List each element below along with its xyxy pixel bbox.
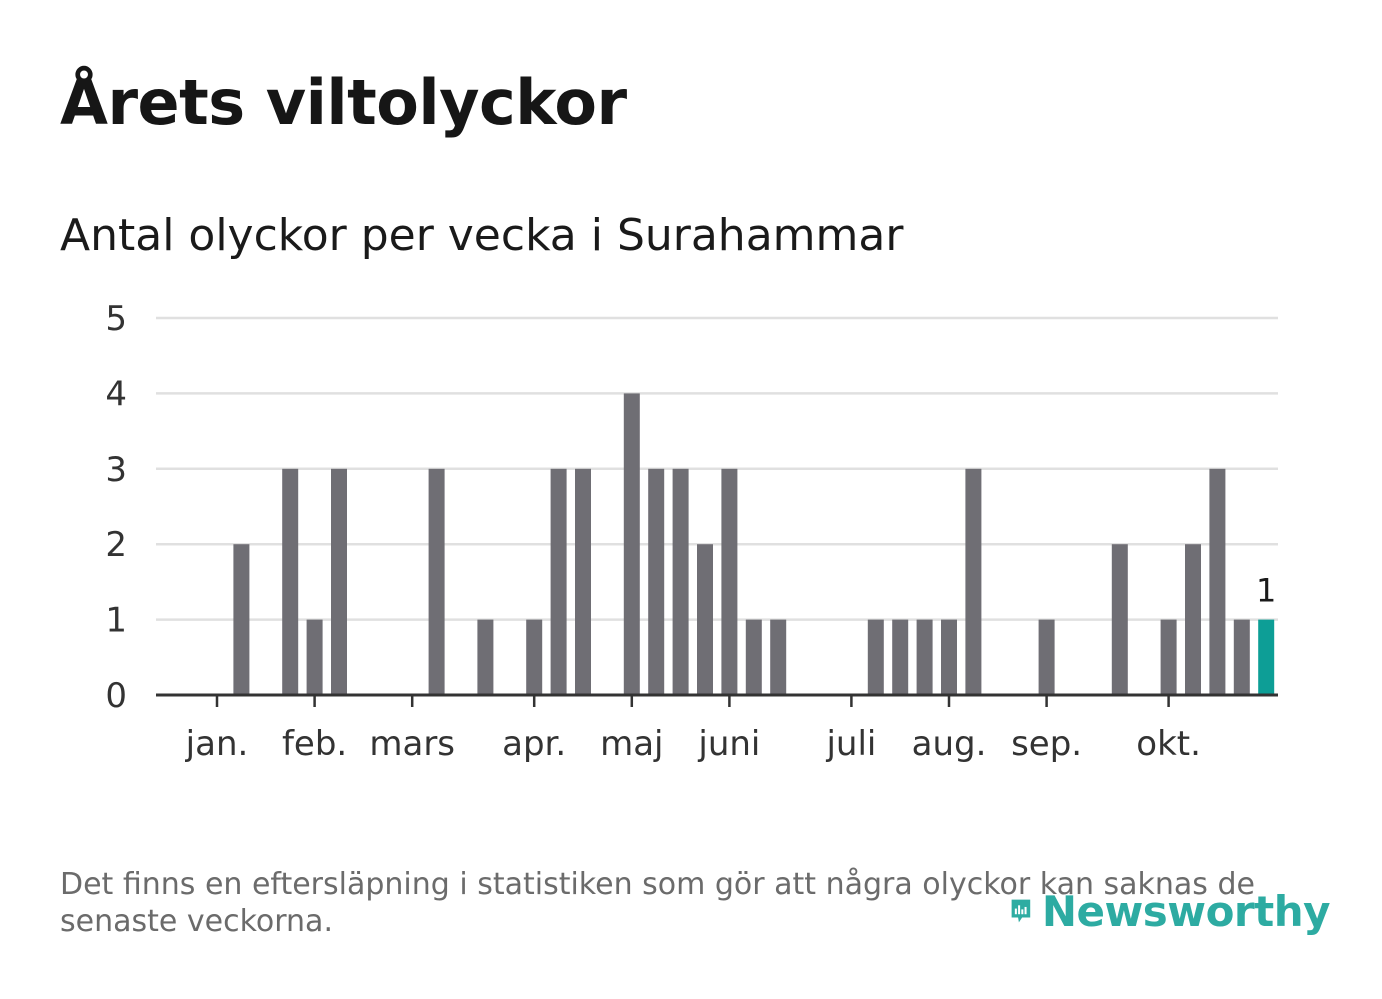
bar xyxy=(1185,544,1201,695)
bar xyxy=(745,619,762,695)
bar xyxy=(867,619,884,695)
y-tick-label: 5 xyxy=(105,299,127,339)
bar xyxy=(721,468,738,695)
bar xyxy=(770,619,787,695)
y-tick-label: 0 xyxy=(105,676,127,716)
bars xyxy=(233,393,1275,695)
footnote: Det finns en eftersläpning i statistiken… xyxy=(60,867,1255,939)
bar xyxy=(1233,619,1250,695)
bar xyxy=(1111,544,1128,695)
bar xyxy=(550,468,567,695)
y-axis-ticks: 0 1 2 3 4 5 xyxy=(105,299,127,716)
bar xyxy=(648,468,665,695)
bar-current-week xyxy=(1258,619,1275,695)
y-tick-label: 3 xyxy=(105,450,127,490)
bar xyxy=(306,619,323,695)
x-tick-label: feb. xyxy=(282,724,347,764)
x-tick-label: juli xyxy=(825,724,876,764)
newsworthy-logo-text: Newsworthy xyxy=(1041,886,1331,936)
y-tick-label: 4 xyxy=(105,374,127,414)
x-tick-label: aug. xyxy=(912,724,987,764)
x-tick-label: okt. xyxy=(1136,724,1201,764)
bar xyxy=(331,468,347,695)
x-tick-label: apr. xyxy=(502,724,566,764)
bar xyxy=(623,393,640,695)
bar xyxy=(892,619,909,695)
y-tick-label: 2 xyxy=(105,525,127,565)
bar xyxy=(233,544,250,695)
bar xyxy=(477,619,494,695)
chart-subtitle: Antal olyckor per vecka i Surahammar xyxy=(60,210,904,261)
gridlines xyxy=(156,316,1278,621)
bar xyxy=(916,619,933,695)
x-axis-ticks: jan. feb. mars apr. maj juni juli aug. sep. okt. xyxy=(185,695,1201,764)
y-tick-label: 1 xyxy=(105,601,127,641)
newsworthy-logo: Newsworthy xyxy=(1010,876,1331,946)
x-tick-label: sep. xyxy=(1011,724,1082,764)
newsworthy-logo-icon xyxy=(1011,899,1031,923)
bar xyxy=(1160,619,1177,695)
bar xyxy=(697,544,713,695)
bar xyxy=(428,468,445,695)
bar xyxy=(1209,468,1226,695)
chart-title: Årets viltolyckor xyxy=(60,66,627,139)
x-tick-label: mars xyxy=(369,724,455,764)
bar-chart: 0 1 2 3 4 5 jan. feb. mars apr. maj juni juli aug. se… xyxy=(105,299,1278,764)
bar xyxy=(282,468,299,695)
bar xyxy=(526,619,543,695)
x-tick-label: jan. xyxy=(185,724,249,764)
bar xyxy=(1038,619,1055,695)
bar xyxy=(941,619,957,695)
bar xyxy=(575,468,591,695)
x-tick-label: maj xyxy=(600,724,663,764)
data-labels: 1 xyxy=(1256,572,1276,610)
bar xyxy=(672,468,689,695)
data-label-current-week: 1 xyxy=(1256,572,1276,610)
x-tick-label: juni xyxy=(697,724,760,764)
bar xyxy=(965,468,982,695)
